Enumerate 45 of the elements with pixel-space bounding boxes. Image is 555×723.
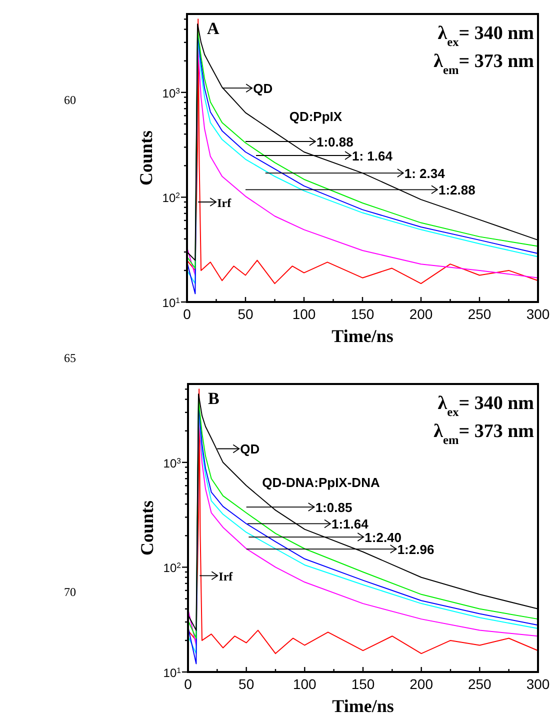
annotation: 1:1.64	[332, 516, 370, 532]
annotation: QD	[240, 442, 260, 457]
y-tick-label: 10$^{2}$	[163, 560, 181, 576]
x-tick-label: 300	[526, 306, 550, 322]
x-tick-label: 250	[468, 306, 492, 322]
annotation: λ$_{ex}$= 340 nm	[438, 23, 534, 49]
annotation: λ$_{em}$= 373 nm	[434, 421, 534, 447]
annotation: 1:2.88	[438, 182, 476, 198]
annotation: λ$_{ex}$= 340 nm	[438, 393, 534, 419]
y-tick-label: 10$^{1}$	[162, 296, 180, 310]
y-axis-title: Counts	[136, 130, 156, 186]
text: 60	[64, 93, 76, 107]
x-tick-label: 150	[351, 676, 375, 692]
annotation: QD	[253, 81, 273, 96]
y-tick-label: 10$^{3}$	[162, 86, 180, 100]
y-tick-label: 10$^{1}$	[163, 666, 181, 680]
y-axis-title: Counts	[137, 500, 157, 556]
annotation: 1:0.85	[315, 500, 352, 516]
text: 70	[64, 585, 76, 599]
annotation: 1: 1.64	[352, 148, 394, 164]
x-tick-label: 100	[292, 676, 317, 692]
x-axis-title: Time/ns	[332, 326, 394, 346]
annotation: Irf	[218, 570, 234, 584]
text: 65	[64, 351, 76, 365]
x-tick-label: 150	[350, 306, 374, 322]
y-tick-label: 10$^{3}$	[163, 456, 181, 470]
x-tick-label: 200	[410, 676, 434, 692]
annotation: Irf	[217, 196, 232, 210]
x-tick-label: 300	[526, 676, 550, 692]
annotation: QD:PpIX	[289, 109, 342, 124]
annotation: A	[207, 19, 220, 38]
annotation: λ$_{em}$= 373 nm	[434, 51, 534, 77]
x-tick-label: 200	[409, 306, 433, 322]
annotation: QD-DNA:PpIX-DNA	[262, 475, 380, 490]
x-tick-label: 100	[292, 306, 316, 322]
y-tick-label: 10$^{2}$	[162, 190, 180, 206]
x-tick-label: 0	[183, 306, 192, 322]
x-tick-label: 250	[468, 676, 492, 692]
x-tick-label: 50	[238, 676, 254, 692]
x-tick-label: 50	[238, 306, 254, 322]
x-tick-label: 0	[184, 676, 192, 692]
annotation: 1: 2.34	[404, 166, 446, 182]
x-axis-title: Time/ns	[332, 696, 394, 716]
annotation: 1:0.88	[316, 134, 354, 150]
annotation: B	[208, 389, 220, 408]
